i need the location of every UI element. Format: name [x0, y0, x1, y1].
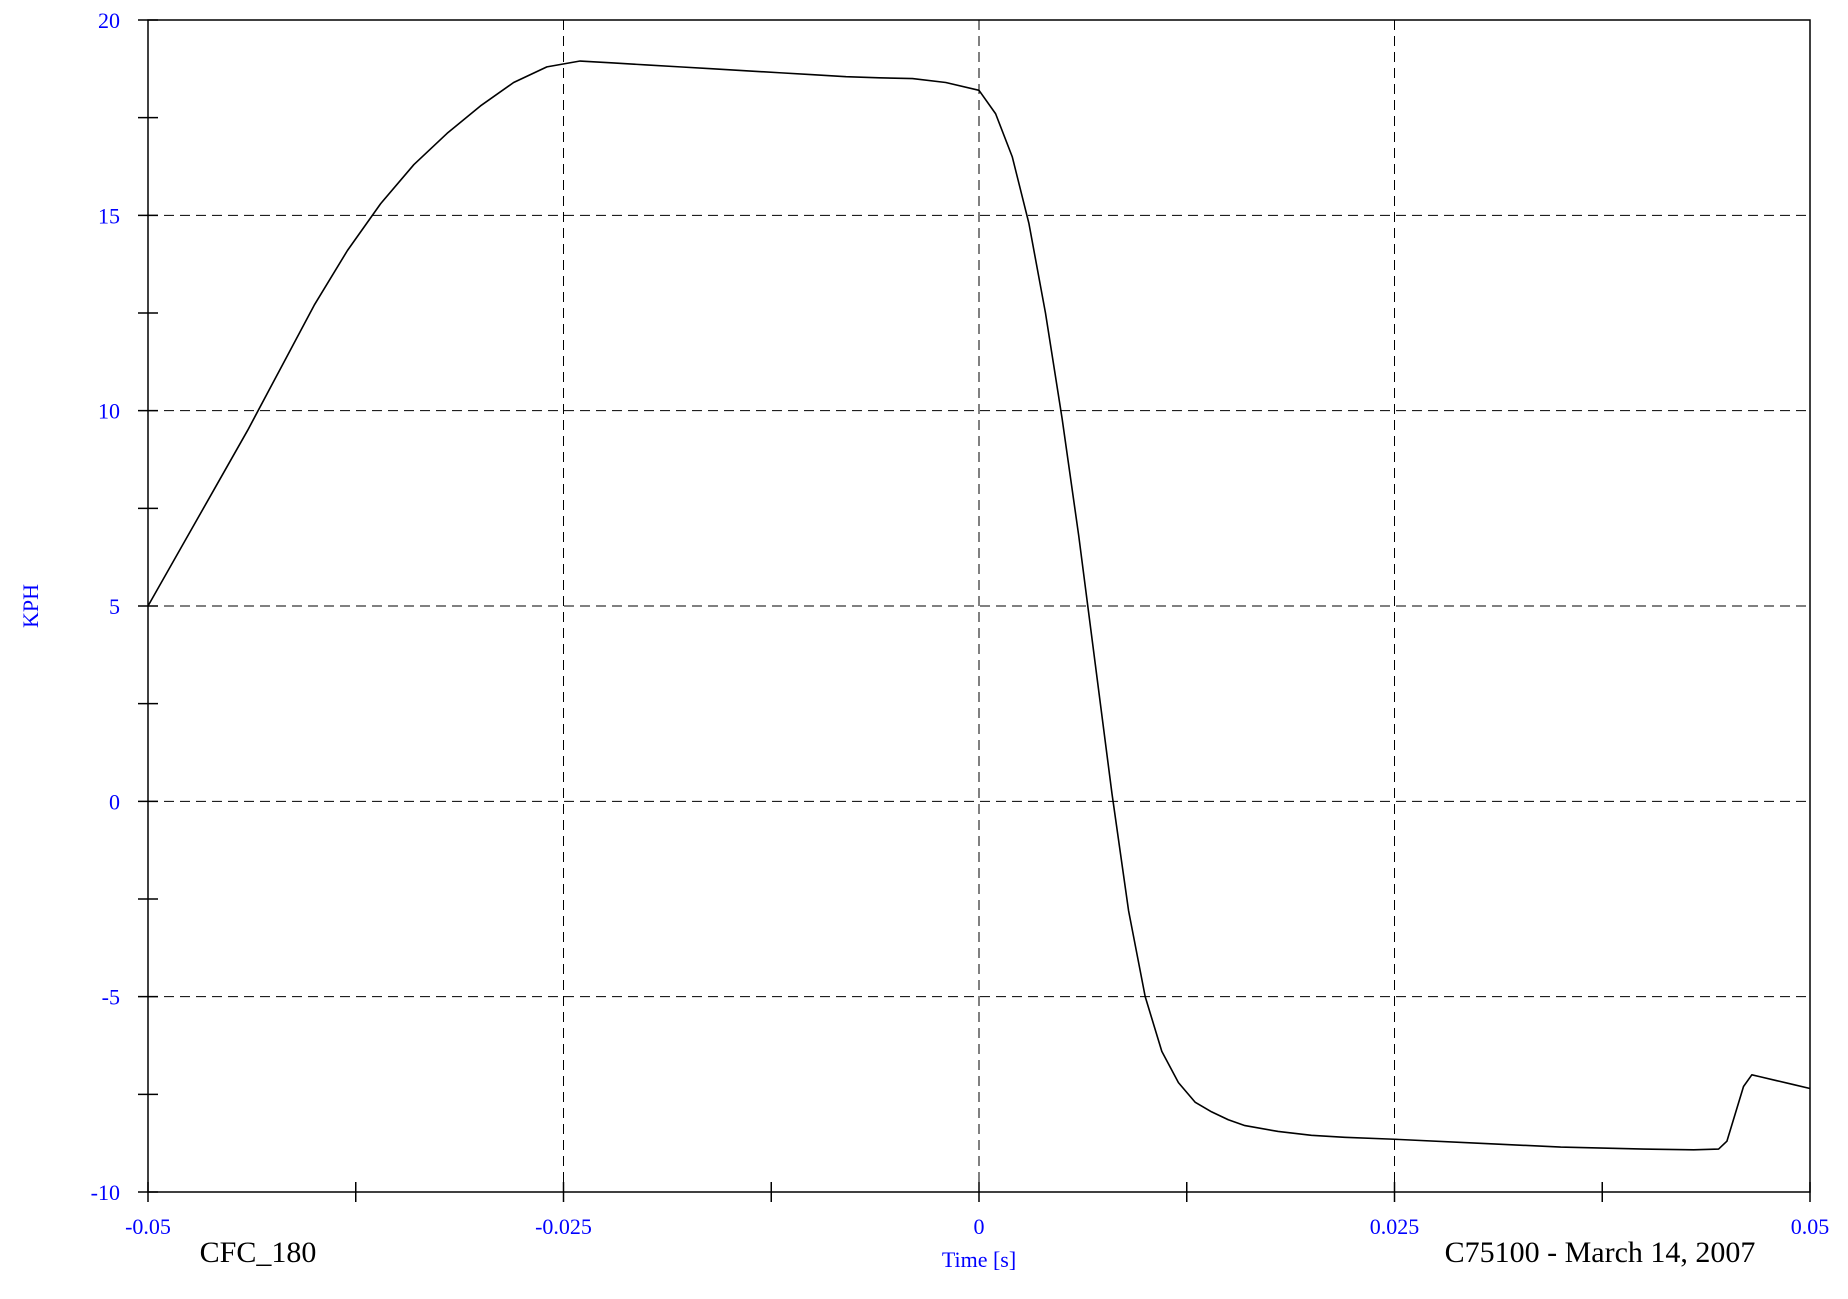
series-line	[147, 60, 1811, 1151]
y-tick-label: 15	[98, 203, 120, 228]
y-tick-label: 10	[98, 399, 120, 424]
tick-layer	[138, 19, 1811, 1202]
y-tick-label: -5	[102, 985, 120, 1010]
y-tick-label: 20	[98, 8, 120, 33]
series-layer	[147, 60, 1811, 1151]
x-tick-label: 0.025	[1370, 1214, 1420, 1239]
x-tick-label: -0.05	[125, 1214, 171, 1239]
y-tick-label: 5	[109, 594, 120, 619]
x-tick-label: 0	[974, 1214, 985, 1239]
footer-right-label: C75100 - March 14, 2007	[1445, 1236, 1756, 1269]
grid-layer	[148, 20, 1810, 1192]
y-tick-label: -10	[91, 1180, 120, 1205]
x-axis-label: Time [s]	[942, 1247, 1016, 1272]
label-layer: -0.05 -0.025 0 0.025 0.05 -10 -5 0 5 10 15 20	[91, 8, 1830, 1239]
y-axis-label: KPH	[18, 584, 43, 628]
y-tick-label: 0	[109, 789, 120, 814]
x-tick-label: 0.05	[1791, 1214, 1830, 1239]
x-tick-label: -0.025	[535, 1214, 592, 1239]
footer-left-label: CFC_180	[200, 1236, 317, 1269]
